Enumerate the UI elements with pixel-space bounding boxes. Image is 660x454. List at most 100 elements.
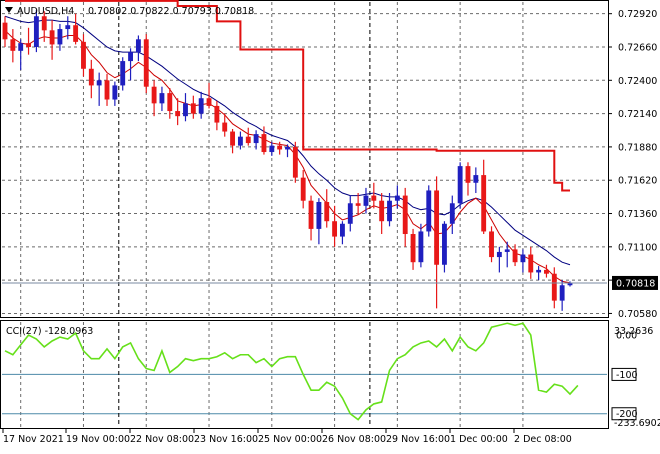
candle[interactable]	[230, 128, 236, 154]
candle-body[interactable]	[222, 122, 228, 132]
candle-body[interactable]	[332, 221, 338, 237]
candle[interactable]	[528, 246, 534, 279]
candle-body[interactable]	[426, 190, 432, 232]
candle[interactable]	[183, 93, 188, 122]
candle[interactable]	[496, 246, 502, 273]
candle[interactable]	[237, 131, 243, 150]
candle[interactable]	[167, 87, 173, 119]
candle[interactable]	[544, 264, 549, 278]
candle-body[interactable]	[567, 282, 573, 286]
candle-body[interactable]	[128, 52, 133, 62]
candle-body[interactable]	[135, 39, 141, 53]
candle-body[interactable]	[57, 29, 63, 45]
candle-body[interactable]	[237, 136, 243, 146]
candle[interactable]	[339, 221, 345, 245]
candle-body[interactable]	[33, 16, 39, 47]
candle-body[interactable]	[379, 200, 385, 222]
candle-body[interactable]	[300, 177, 306, 201]
candle[interactable]	[285, 144, 290, 158]
candle-body[interactable]	[49, 30, 55, 45]
candle[interactable]	[308, 195, 314, 241]
candle-body[interactable]	[261, 134, 267, 153]
candle[interactable]	[222, 113, 228, 137]
candle[interactable]	[261, 126, 267, 155]
candle[interactable]	[363, 187, 369, 214]
candle-body[interactable]	[159, 93, 165, 104]
candle-body[interactable]	[394, 195, 400, 201]
candle-body[interactable]	[504, 249, 510, 252]
candle-body[interactable]	[167, 93, 173, 112]
candle-body[interactable]	[190, 103, 196, 114]
candle-body[interactable]	[371, 195, 377, 201]
candle[interactable]	[151, 80, 157, 117]
candle-body[interactable]	[544, 269, 549, 274]
candle-body[interactable]	[528, 254, 534, 273]
candle[interactable]	[96, 72, 102, 106]
candle-body[interactable]	[96, 80, 102, 86]
candle-body[interactable]	[183, 103, 188, 117]
candle[interactable]	[410, 228, 416, 270]
candle[interactable]	[269, 141, 275, 156]
candle[interactable]	[504, 241, 510, 268]
candle[interactable]	[481, 159, 487, 235]
candle-body[interactable]	[442, 223, 447, 265]
candle[interactable]	[18, 39, 24, 71]
candle[interactable]	[198, 91, 204, 119]
candle[interactable]	[135, 35, 141, 62]
candle[interactable]	[449, 195, 455, 235]
candle-body[interactable]	[277, 145, 283, 150]
candle-body[interactable]	[434, 190, 440, 265]
candle[interactable]	[332, 205, 338, 247]
candle-body[interactable]	[143, 39, 149, 87]
candle[interactable]	[26, 27, 31, 55]
candle[interactable]	[426, 185, 432, 237]
candle-body[interactable]	[292, 146, 298, 178]
candle-body[interactable]	[489, 231, 494, 258]
candle[interactable]	[73, 13, 79, 45]
candle-body[interactable]	[316, 201, 322, 229]
candle[interactable]	[10, 29, 16, 63]
candle[interactable]	[57, 23, 63, 51]
candle[interactable]	[49, 20, 55, 60]
candle[interactable]	[245, 127, 251, 146]
candle[interactable]	[379, 193, 385, 235]
candle-body[interactable]	[363, 195, 369, 206]
candle-body[interactable]	[512, 249, 518, 263]
candle[interactable]	[316, 198, 322, 245]
candle[interactable]	[394, 185, 400, 209]
candle-body[interactable]	[457, 166, 463, 204]
candle[interactable]	[520, 249, 526, 273]
candle-body[interactable]	[175, 111, 181, 117]
candle-body[interactable]	[520, 254, 526, 263]
candle-body[interactable]	[559, 285, 565, 301]
candle-body[interactable]	[41, 16, 47, 31]
candle-body[interactable]	[151, 86, 157, 104]
candle-body[interactable]	[324, 201, 330, 222]
candle[interactable]	[434, 176, 440, 309]
candle[interactable]	[190, 95, 196, 119]
candle-body[interactable]	[253, 134, 259, 144]
candle-body[interactable]	[269, 145, 275, 153]
candle[interactable]	[567, 281, 573, 287]
candle-body[interactable]	[214, 105, 220, 123]
candle[interactable]	[112, 81, 118, 106]
candle-body[interactable]	[536, 269, 542, 273]
candle[interactable]	[277, 141, 283, 155]
candle-body[interactable]	[65, 25, 71, 30]
candle[interactable]	[33, 9, 39, 53]
candle[interactable]	[355, 193, 361, 215]
candle[interactable]	[104, 73, 110, 106]
candle-body[interactable]	[198, 98, 204, 114]
candle[interactable]	[206, 82, 212, 109]
candle-body[interactable]	[73, 25, 79, 42]
candle[interactable]	[81, 34, 86, 77]
candle[interactable]	[175, 98, 181, 126]
candle-body[interactable]	[104, 80, 110, 100]
candle[interactable]	[324, 189, 330, 228]
candle[interactable]	[489, 226, 494, 263]
candle[interactable]	[551, 267, 557, 309]
candle[interactable]	[41, 11, 47, 42]
candle-body[interactable]	[339, 223, 345, 237]
candle-body[interactable]	[285, 146, 290, 150]
